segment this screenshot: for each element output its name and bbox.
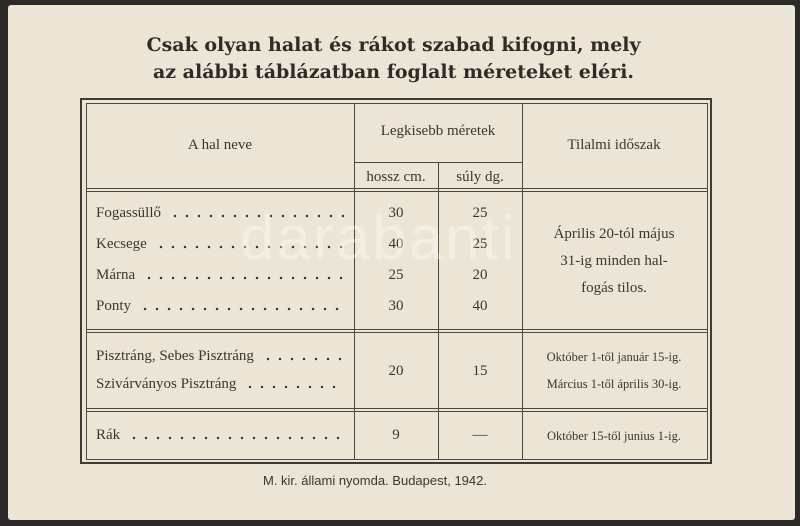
title-line: Csak olyan halat és rákot szabad kifogni… (146, 34, 641, 56)
length: 25 (388, 267, 404, 283)
fish-name-text: Pisztráng, Sebes Pisztráng (96, 348, 254, 364)
fish-name: Fogassüllő (96, 204, 348, 222)
rule (86, 191, 707, 192)
table-outer-border (80, 98, 712, 464)
dot-leader (261, 357, 344, 361)
fish-name: Kecsege (96, 235, 348, 253)
header: súly dg. (456, 169, 504, 185)
length: 30 (388, 298, 404, 314)
header: A hal neve (187, 137, 253, 153)
weight: — (472, 427, 488, 443)
fish-name: Márna (96, 266, 348, 284)
rule (522, 103, 523, 459)
closed-season: Április 20-tól május (553, 225, 675, 242)
title-line: az alábbi táblázatban foglalt méreteket … (152, 61, 635, 83)
rule (86, 332, 707, 333)
fish-name-text: Rák (96, 427, 121, 443)
dot-leader (143, 276, 344, 280)
dot-leader (154, 245, 344, 249)
fish-name-text: Márna (96, 267, 136, 283)
weight: 25 (472, 205, 488, 221)
rule (86, 329, 707, 330)
closed-season: 31-ig minden hal- (560, 252, 668, 269)
fish-name: Ponty (96, 297, 348, 315)
table-inner-border (86, 103, 708, 460)
dot-leader (169, 214, 344, 218)
closed-season: Október 1-től január 15-ig. (546, 350, 682, 364)
fish-name-text: Fogassüllő (96, 205, 162, 221)
length: 40 (388, 236, 404, 252)
fish-name: Rák (96, 426, 348, 444)
rule (86, 188, 707, 189)
closed-season: fogás tilos. (581, 279, 647, 296)
header: Legkisebb méretek (380, 123, 496, 139)
fish-name: Pisztráng, Sebes Pisztráng (96, 347, 348, 365)
header: Tilalmi időszak (567, 137, 661, 153)
watermark: darabanti (240, 204, 517, 273)
weight: 15 (472, 362, 488, 379)
rule (438, 162, 439, 459)
rule (86, 408, 707, 409)
weight: 25 (472, 236, 488, 252)
dot-leader (244, 385, 344, 389)
dot-leader (139, 307, 344, 311)
fish-name-text: Szivárványos Pisztráng (96, 376, 237, 392)
weight: 40 (472, 298, 488, 314)
closed-season: Október 15-től junius 1-ig. (546, 428, 681, 443)
header: hossz cm. (366, 169, 426, 185)
card (8, 5, 795, 520)
footer: M. kir. állami nyomda. Budapest, 1942. (262, 473, 487, 488)
fish-name: Szivárványos Pisztráng (96, 375, 348, 393)
weight: 20 (472, 267, 488, 283)
dot-leader (128, 436, 344, 440)
fish-name-text: Kecsege (96, 236, 147, 252)
length: 20 (388, 362, 404, 379)
rule (354, 103, 355, 459)
length: 30 (388, 205, 404, 221)
rule (86, 411, 707, 412)
length: 9 (392, 427, 400, 443)
closed-season: Március 1-től április 30-ig. (546, 377, 682, 391)
fish-name-text: Ponty (96, 298, 132, 314)
